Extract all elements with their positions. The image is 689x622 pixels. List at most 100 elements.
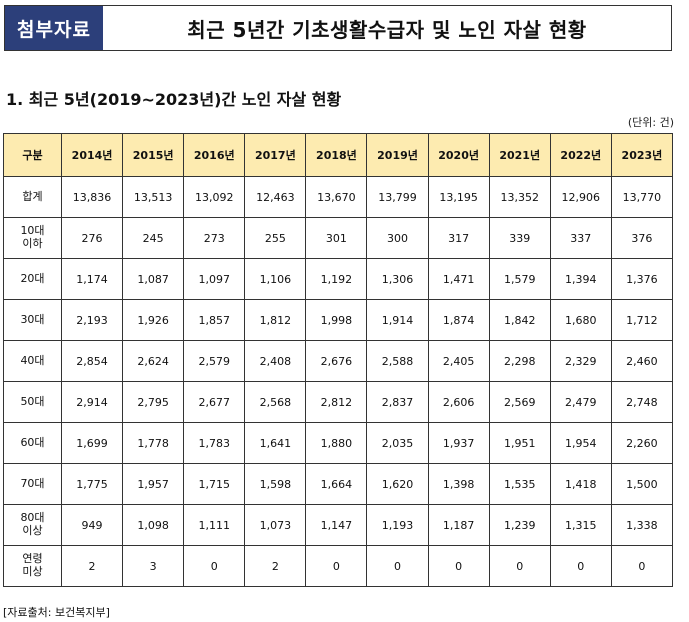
table-cell: 1,111 xyxy=(183,504,246,546)
table-cell: 2,035 xyxy=(366,422,429,464)
unit-label: (단위: 건) xyxy=(627,116,674,129)
table-cell: 1,664 xyxy=(305,463,368,505)
row-category-cell: 연령 미상 xyxy=(3,545,62,587)
section-title: 1. 최근 5년(2019~2023년)간 노인 자살 현황 xyxy=(6,90,342,109)
table-row: 연령 미상 2 3 0 2 0 0 0 0 0 0 xyxy=(3,545,674,587)
table-cell: 1,712 xyxy=(610,299,674,341)
table-cell: 2,812 xyxy=(305,381,368,423)
source-note: [자료출처: 보건복지부] xyxy=(3,606,110,619)
table-cell: 1,926 xyxy=(122,299,185,341)
table-cell: 2,748 xyxy=(610,381,674,423)
column-header: 2017년 xyxy=(244,133,307,177)
table-cell: 1,187 xyxy=(427,504,490,546)
table-cell: 300 xyxy=(366,217,429,259)
table-cell: 1,680 xyxy=(549,299,612,341)
table-cell: 2,568 xyxy=(244,381,307,423)
column-header: 2019년 xyxy=(366,133,429,177)
table-cell: 1,418 xyxy=(549,463,612,505)
table-cell: 245 xyxy=(122,217,185,259)
table-header-row: 구분 2014년 2015년 2016년 2017년 2018년 2019년 2… xyxy=(3,133,674,177)
column-header: 2015년 xyxy=(122,133,185,177)
document-header: 첨부자료 최근 5년간 기초생활수급자 및 노인 자살 현황 xyxy=(4,5,672,51)
table-cell: 255 xyxy=(244,217,307,259)
table-cell: 0 xyxy=(610,545,674,587)
table-cell: 2 xyxy=(60,545,124,587)
column-header: 2016년 xyxy=(183,133,246,177)
table-cell: 1,937 xyxy=(427,422,490,464)
table-cell: 2,914 xyxy=(60,381,124,423)
table-cell: 2,606 xyxy=(427,381,490,423)
table-cell: 1,857 xyxy=(183,299,246,341)
table-cell: 1,147 xyxy=(305,504,368,546)
table-row: 30대 2,193 1,926 1,857 1,812 1,998 1,914 1,874 1,… xyxy=(3,299,674,341)
table-cell: 3 xyxy=(122,545,185,587)
table-cell: 0 xyxy=(183,545,246,587)
table-cell: 949 xyxy=(60,504,124,546)
table-cell: 2,579 xyxy=(183,340,246,382)
table-row: 60대 1,699 1,778 1,783 1,641 1,880 2,035 1,937 1,… xyxy=(3,422,674,464)
table-cell: 1,535 xyxy=(488,463,551,505)
table-cell: 1,315 xyxy=(549,504,612,546)
table-cell: 1,783 xyxy=(183,422,246,464)
table-cell: 13,770 xyxy=(610,176,674,218)
table-cell: 13,092 xyxy=(183,176,246,218)
table-cell: 1,192 xyxy=(305,258,368,300)
table-cell: 12,906 xyxy=(549,176,612,218)
row-category-cell: 30대 xyxy=(3,299,62,341)
table-cell: 1,957 xyxy=(122,463,185,505)
table-cell: 1,174 xyxy=(60,258,124,300)
table-cell: 1,951 xyxy=(488,422,551,464)
table-cell: 2,854 xyxy=(60,340,124,382)
row-category-cell: 10대 이하 xyxy=(3,217,62,259)
table-cell: 0 xyxy=(488,545,551,587)
table-cell: 1,998 xyxy=(305,299,368,341)
table-cell: 317 xyxy=(427,217,490,259)
table-cell: 1,500 xyxy=(610,463,674,505)
table-cell: 0 xyxy=(549,545,612,587)
table-row: 40대 2,854 2,624 2,579 2,408 2,676 2,588 2,405 2,… xyxy=(3,340,674,382)
table-cell: 1,106 xyxy=(244,258,307,300)
table-cell: 273 xyxy=(183,217,246,259)
table-cell: 1,098 xyxy=(122,504,185,546)
table-row: 20대 1,174 1,087 1,097 1,106 1,192 1,306 1,471 1,… xyxy=(3,258,674,300)
column-header: 2014년 xyxy=(60,133,124,177)
table-cell: 1,394 xyxy=(549,258,612,300)
table-cell: 1,097 xyxy=(183,258,246,300)
column-header: 2021년 xyxy=(488,133,551,177)
table-cell: 1,398 xyxy=(427,463,490,505)
row-category-cell: 80대 이상 xyxy=(3,504,62,546)
table-cell: 301 xyxy=(305,217,368,259)
row-category-cell: 20대 xyxy=(3,258,62,300)
table-cell: 13,513 xyxy=(122,176,185,218)
table-cell: 0 xyxy=(427,545,490,587)
table-cell: 13,799 xyxy=(366,176,429,218)
table-row: 70대 1,775 1,957 1,715 1,598 1,664 1,620 1,398 1,… xyxy=(3,463,674,505)
table-cell: 0 xyxy=(305,545,368,587)
table-cell: 1,598 xyxy=(244,463,307,505)
table-row: 10대 이하 276 245 273 255 301 300 317 339 337 376 xyxy=(3,217,674,259)
table-cell: 337 xyxy=(549,217,612,259)
table-cell: 1,778 xyxy=(122,422,185,464)
table-cell: 1,471 xyxy=(427,258,490,300)
table-cell: 1,193 xyxy=(366,504,429,546)
row-category-cell: 합계 xyxy=(3,176,62,218)
column-header: 구분 xyxy=(3,133,62,177)
table-cell: 2,479 xyxy=(549,381,612,423)
table-cell: 0 xyxy=(366,545,429,587)
table-cell: 1,376 xyxy=(610,258,674,300)
table-cell: 1,954 xyxy=(549,422,612,464)
row-category-cell: 60대 xyxy=(3,422,62,464)
table-cell: 13,352 xyxy=(488,176,551,218)
table-cell: 2,405 xyxy=(427,340,490,382)
row-category-cell: 50대 xyxy=(3,381,62,423)
table-row: 합계 13,836 13,513 13,092 12,463 13,670 13,799 13… xyxy=(3,176,674,218)
table-cell: 2,837 xyxy=(366,381,429,423)
table-cell: 1,812 xyxy=(244,299,307,341)
table-cell: 13,195 xyxy=(427,176,490,218)
suicide-statistics-table: 구분 2014년 2015년 2016년 2017년 2018년 2019년 2… xyxy=(3,133,674,587)
table-cell: 339 xyxy=(488,217,551,259)
table-cell: 1,579 xyxy=(488,258,551,300)
row-category-cell: 70대 xyxy=(3,463,62,505)
table-cell: 13,670 xyxy=(305,176,368,218)
table-row: 50대 2,914 2,795 2,677 2,568 2,812 2,837 2,606 2,… xyxy=(3,381,674,423)
